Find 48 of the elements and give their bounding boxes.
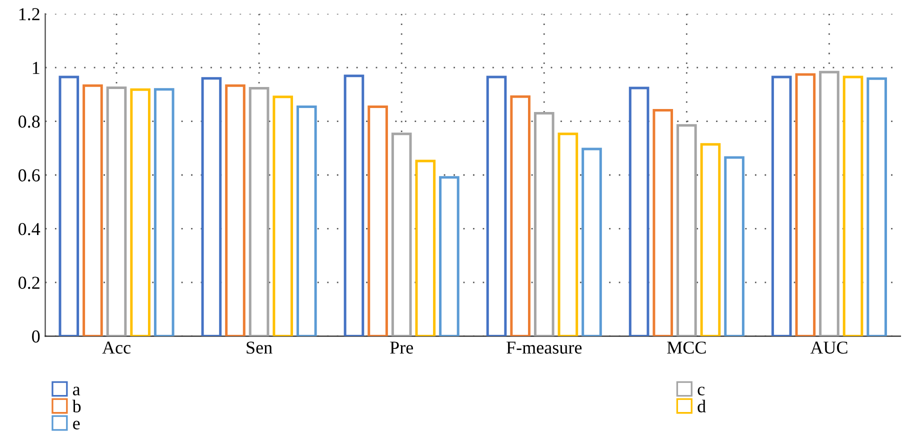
y-tick-label: 0 — [32, 330, 40, 343]
bar — [628, 86, 650, 336]
bar — [248, 87, 270, 336]
x-tick-label: AUC — [810, 342, 848, 354]
bar — [225, 84, 246, 336]
bar — [106, 86, 127, 336]
bar — [368, 106, 388, 336]
bar — [296, 106, 317, 336]
bar — [130, 88, 150, 336]
x-tick-label: F-measure — [506, 342, 582, 354]
legend-label: a — [72, 386, 80, 396]
legend-label: c — [698, 386, 705, 396]
bar — [439, 176, 460, 336]
bar — [486, 76, 507, 336]
bar — [201, 77, 222, 336]
legend-label: d — [698, 400, 706, 412]
bar — [842, 76, 864, 336]
legend-label: e — [73, 420, 80, 430]
y-tick-label: 0.6 — [18, 169, 40, 182]
legend-label: b — [72, 400, 81, 412]
y-tick-label: 0.8 — [18, 116, 40, 128]
bar — [676, 124, 697, 336]
x-tick-label: MCC — [667, 342, 706, 354]
bar — [154, 88, 174, 336]
bar — [82, 84, 103, 336]
bar — [558, 132, 578, 336]
bar — [771, 76, 792, 336]
bar — [58, 76, 80, 336]
y-tick-label: 1 — [32, 62, 40, 74]
y-tick-label: 0.4 — [18, 222, 40, 236]
bar — [344, 74, 364, 336]
bar — [272, 96, 294, 336]
bar — [510, 95, 530, 336]
x-tick-label: Acc — [102, 342, 130, 354]
bar — [724, 156, 744, 336]
bar — [866, 77, 887, 336]
x-tick-label: Pre — [390, 342, 414, 354]
bar — [415, 160, 436, 336]
y-tick-label: 0.2 — [18, 276, 40, 289]
bar — [819, 70, 840, 336]
x-tick-label: Sen — [246, 342, 272, 354]
bar — [652, 109, 674, 336]
y-tick-label: 1.2 — [19, 8, 40, 20]
bar — [582, 148, 602, 336]
bar — [795, 73, 816, 336]
bar — [534, 112, 554, 336]
bar — [391, 132, 412, 336]
bar — [700, 143, 721, 336]
